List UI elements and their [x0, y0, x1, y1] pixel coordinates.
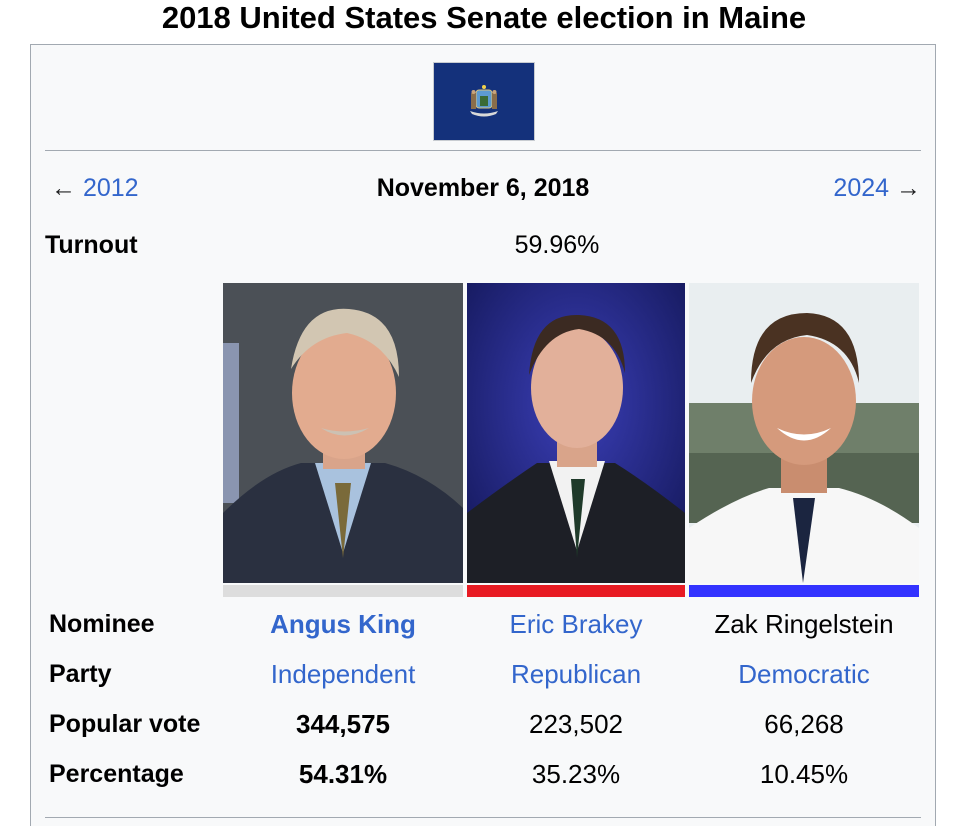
- percentage-zak-ringelstein: 10.45%: [759, 759, 849, 789]
- next-year[interactable]: 2024: [833, 174, 890, 202]
- turnout-value: 59.96%: [514, 231, 600, 259]
- party-independent[interactable]: Independent: [270, 659, 416, 689]
- percentage-label: Percentage: [49, 760, 184, 788]
- election-date: November 6, 2018: [376, 174, 590, 202]
- left-arrow-icon: ←: [51, 174, 76, 202]
- popular-vote-label: Popular vote: [49, 710, 201, 738]
- infobox-title: 2018 United States Senate election in Ma…: [161, 0, 807, 35]
- nominee-label: Nominee: [49, 610, 155, 638]
- votes-angus-king: 344,575: [296, 709, 390, 739]
- party-label: Party: [49, 660, 112, 688]
- percentage-eric-brakey: 35.23%: [531, 759, 621, 789]
- party-color-bar-democratic: [689, 585, 919, 597]
- party-democratic[interactable]: Democratic: [738, 659, 870, 689]
- percentage-angus-king: 54.31%: [298, 759, 388, 789]
- candidate-photo-eric-brakey[interactable]: [467, 283, 685, 583]
- previous-election-link[interactable]: ← 2012: [51, 172, 139, 204]
- nominee-angus-king[interactable]: Angus King: [270, 609, 416, 639]
- candidate-photo-zak-ringelstein[interactable]: [689, 283, 919, 583]
- nominee-eric-brakey[interactable]: Eric Brakey: [509, 609, 643, 639]
- party-color-bar-republican: [467, 585, 685, 597]
- votes-eric-brakey: 223,502: [529, 709, 623, 739]
- previous-year[interactable]: 2012: [82, 174, 139, 202]
- maine-flag-image[interactable]: [433, 62, 535, 141]
- turnout-label: Turnout: [45, 231, 138, 259]
- next-election-link[interactable]: 2024 →: [833, 172, 921, 204]
- election-infobox: ← 2012 November 6, 2018 2024 → Turnout 5…: [30, 44, 936, 826]
- candidate-photo-angus-king[interactable]: [223, 283, 463, 583]
- party-republican[interactable]: Republican: [510, 659, 642, 689]
- nominee-zak-ringelstein: Zak Ringelstein: [714, 609, 894, 639]
- right-arrow-icon: →: [896, 174, 921, 202]
- votes-zak-ringelstein: 66,268: [764, 709, 844, 739]
- party-color-bar-independent: [223, 585, 463, 597]
- maine-flag-icon: [434, 63, 534, 140]
- divider: [45, 150, 921, 151]
- divider: [45, 817, 921, 818]
